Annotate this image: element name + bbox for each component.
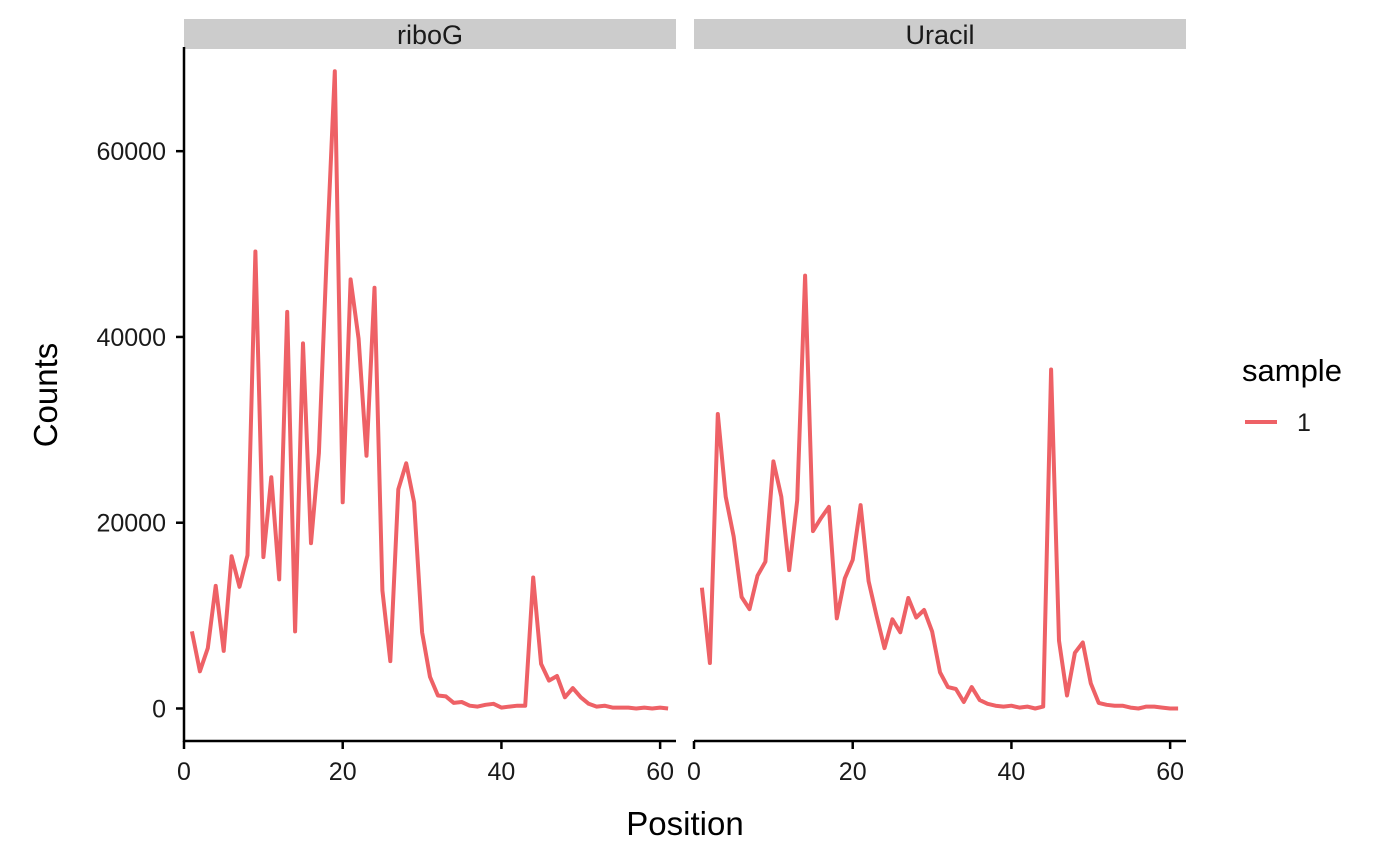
y-tick-label: 40000 — [96, 324, 166, 352]
panel-ribog: riboG — [184, 19, 676, 711]
x-tick-label: 40 — [998, 758, 1026, 786]
strip-uracil — [694, 19, 1186, 49]
series-line-uracil-1 — [699, 273, 1179, 711]
legend-title: sample — [1242, 353, 1342, 388]
x-axes: 0 20 40 60 0 20 40 60 — [177, 739, 1186, 786]
legend-label: 1 — [1297, 409, 1311, 437]
x-tick-label: 40 — [488, 758, 516, 786]
x-axis-title: Position — [626, 805, 743, 842]
y-tick-label: 0 — [152, 695, 166, 723]
panels-group: riboG Uracil — [184, 19, 1186, 711]
strip-label-ribog: riboG — [397, 20, 463, 50]
series-line-ribog-1 — [189, 69, 669, 711]
strip-label-uracil: Uracil — [905, 20, 974, 50]
x-tick-label: 20 — [839, 758, 867, 786]
y-axis: 0 20000 40000 60000 — [96, 47, 186, 742]
y-tick-label: 60000 — [96, 138, 166, 166]
x-axis-ribog: 0 20 40 60 — [177, 739, 676, 786]
x-tick-label: 60 — [1156, 758, 1184, 786]
x-tick-label: 0 — [177, 758, 191, 786]
x-tick-label: 0 — [687, 758, 701, 786]
x-axis-uracil: 0 20 40 60 — [687, 739, 1186, 786]
strip-ribog — [184, 19, 676, 49]
y-tick-label: 20000 — [96, 510, 166, 538]
y-axis-title: Counts — [27, 343, 64, 448]
legend: sample 1 — [1242, 353, 1342, 437]
x-tick-label: 20 — [329, 758, 357, 786]
panel-uracil: Uracil — [694, 19, 1186, 711]
x-tick-label: 60 — [646, 758, 674, 786]
